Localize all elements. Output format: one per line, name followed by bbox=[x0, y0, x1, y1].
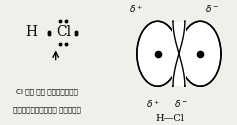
Ellipse shape bbox=[137, 21, 178, 86]
Text: Cl: Cl bbox=[56, 26, 72, 40]
Bar bbox=[172, 22, 186, 86]
Text: इलेक्ट्रान युग्म: इलेक्ट्रान युग्म bbox=[14, 107, 81, 113]
Text: $\delta^-$: $\delta^-$ bbox=[174, 98, 188, 109]
Bar bbox=[172, 22, 186, 85]
Text: $\delta^-$: $\delta^-$ bbox=[205, 3, 219, 14]
Text: $\delta^+$: $\delta^+$ bbox=[146, 98, 160, 110]
Text: H: H bbox=[25, 26, 37, 40]
Ellipse shape bbox=[179, 21, 221, 86]
Text: H—Cl: H—Cl bbox=[155, 114, 184, 123]
Text: Cl की ओर आकर्षित: Cl की ओर आकर्षित bbox=[16, 88, 78, 94]
Text: $\delta^+$: $\delta^+$ bbox=[129, 3, 143, 15]
